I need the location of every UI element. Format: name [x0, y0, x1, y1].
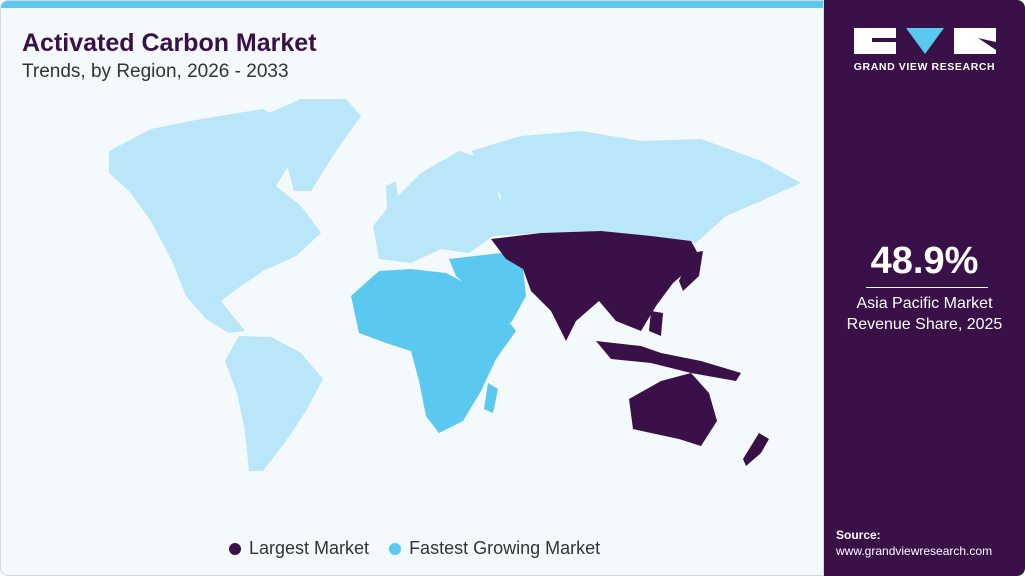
region-new-zealand — [743, 433, 769, 466]
largest-market-swatch — [229, 542, 241, 555]
stat-label: Asia Pacific Market Revenue Share, 2025 — [824, 293, 1025, 335]
region-australia — [629, 373, 717, 446]
region-north-america — [109, 109, 321, 333]
chart-card: Activated Carbon Market Trends, by Regio… — [0, 0, 824, 576]
region-south-america — [225, 336, 323, 471]
stat-label-line1: Asia Pacific Market — [856, 295, 993, 312]
region-uk — [386, 181, 399, 209]
page-title: Activated Carbon Market — [22, 29, 317, 57]
source-label: Source: — [836, 528, 881, 542]
region-madagascar — [484, 383, 498, 413]
region-north-asia — [471, 131, 801, 243]
legend-largest-label: Largest Market — [249, 538, 370, 558]
gvr-logo-icon — [854, 28, 996, 54]
region-africa — [351, 269, 516, 433]
fastest-market-swatch — [389, 542, 402, 555]
divider — [866, 287, 988, 288]
stat-label-line2: Revenue Share, 2025 — [846, 316, 1003, 333]
region-greenland — [269, 99, 361, 191]
region-japan — [679, 251, 703, 291]
region-philippines — [649, 311, 663, 336]
region-middle-east — [449, 253, 526, 323]
region-asia-pacific — [491, 231, 701, 341]
sidebar: GRAND VIEW RESEARCH 48.9% Asia Pacific M… — [824, 0, 1025, 576]
region-southeast-asia — [596, 341, 741, 381]
stat-value: 48.9% — [870, 240, 979, 282]
legend-fastest-label: Fastest Growing Market — [409, 538, 601, 558]
world-map — [109, 99, 801, 471]
region-europe — [373, 151, 501, 263]
accent-bar — [1, 1, 823, 8]
logo-text: GRAND VIEW RESEARCH — [853, 61, 996, 73]
page-subtitle: Trends, by Region, 2026 - 2033 — [22, 61, 289, 82]
source: Source: www.grandviewresearch.com — [836, 527, 992, 559]
legend: Largest Market Fastest Growing Market — [229, 538, 600, 559]
source-link[interactable]: www.grandviewresearch.com — [836, 544, 993, 558]
